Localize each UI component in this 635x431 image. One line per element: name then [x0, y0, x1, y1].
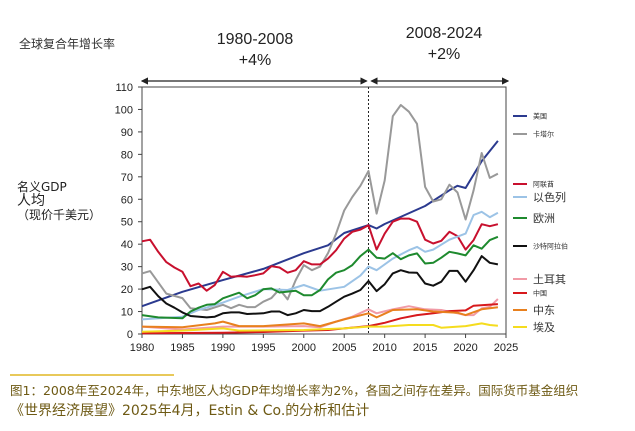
period-growth: +4%	[238, 52, 272, 69]
y-label-line: 人均	[17, 193, 45, 209]
y-tick-label: 20	[121, 284, 133, 296]
period-1980-2008: 1980-2008 +4%	[195, 29, 315, 71]
y-tick-label: 90	[121, 127, 133, 139]
x-tick-label: 2005	[332, 342, 356, 354]
y-label-line: 名义GDP	[17, 180, 67, 194]
legend-label: 卡塔尔	[533, 130, 554, 139]
line-chart: 0 10 20 30 40 50 60 70 80 90 100 110 1980 1985 1990 199…	[115, 77, 568, 354]
y-tick-label: 70	[121, 172, 133, 184]
series-line-欧洲	[141, 235, 499, 320]
x-tick-label: 2015	[413, 342, 437, 354]
legend-label: 土耳其	[533, 273, 566, 286]
x-tick-label: 2020	[453, 342, 477, 354]
legend-label: 美国	[533, 112, 547, 121]
x-tick-label: 1990	[211, 342, 235, 354]
y-tick-label: 50	[121, 217, 133, 229]
y-tick-label: 40	[121, 239, 133, 251]
y-tick-label: 100	[115, 104, 133, 116]
period-2008-2024: 2008-2024 +2%	[384, 23, 504, 65]
series-line-中国	[141, 303, 498, 335]
period-growth: +2%	[427, 46, 461, 63]
cagr-label: 全球复合年增长率	[19, 37, 116, 51]
series-line-埃及	[141, 322, 498, 333]
y-tick-label: 80	[121, 149, 133, 161]
legend-label: 中国	[533, 289, 547, 298]
x-tick-label: 2025	[494, 342, 518, 354]
legend-label: 以色列	[533, 190, 566, 204]
y-tick-label: 30	[121, 262, 133, 274]
x-tick-label: 2010	[372, 342, 396, 354]
x-tick-label: 1980	[130, 342, 154, 354]
series-line-以色列	[141, 210, 499, 321]
x-tick-label: 2000	[292, 342, 316, 354]
x-tick-label: 1995	[251, 342, 275, 354]
y-tick-label: 0	[127, 329, 133, 341]
caption-line-2: 《世界经济展望》2025年4月，Estin & Co.的分析和估计	[10, 403, 370, 419]
legend-label: 埃及	[533, 320, 555, 334]
series-line-阿联酋	[141, 217, 499, 292]
x-tick-label: 1985	[170, 342, 194, 354]
caption-line-1: 图1：2008年至2024年，中东地区人均GDP年均增长率为2%，各国之间存在差…	[10, 383, 579, 398]
y-label-line: （现价千美元）	[17, 208, 102, 222]
legend-label: 欧洲	[533, 212, 555, 225]
plot-frame	[141, 86, 507, 335]
caption-accent-line	[10, 374, 174, 376]
period-range: 2008-2024	[405, 25, 483, 42]
y-tick-label: 10	[121, 307, 133, 319]
legend-label: 阿联酋	[533, 180, 554, 189]
series-line-中东	[141, 306, 499, 329]
y-axis-label: 名义GDP 人均 （现价千美元）	[17, 180, 101, 222]
legend-label: 中东	[533, 304, 555, 317]
series-line-美国	[141, 140, 499, 308]
y-tick-label: 110	[115, 82, 133, 94]
series-line-沙特阿拉伯	[141, 255, 499, 319]
figure-caption: 图1：2008年至2024年，中东地区人均GDP年均增长率为2%，各国之间存在差…	[10, 381, 578, 421]
legend-label: 沙特阿拉伯	[533, 242, 568, 251]
y-tick-label: 60	[121, 194, 133, 206]
period-range: 1980-2008	[216, 31, 294, 48]
series-line-卡塔尔	[141, 104, 499, 311]
